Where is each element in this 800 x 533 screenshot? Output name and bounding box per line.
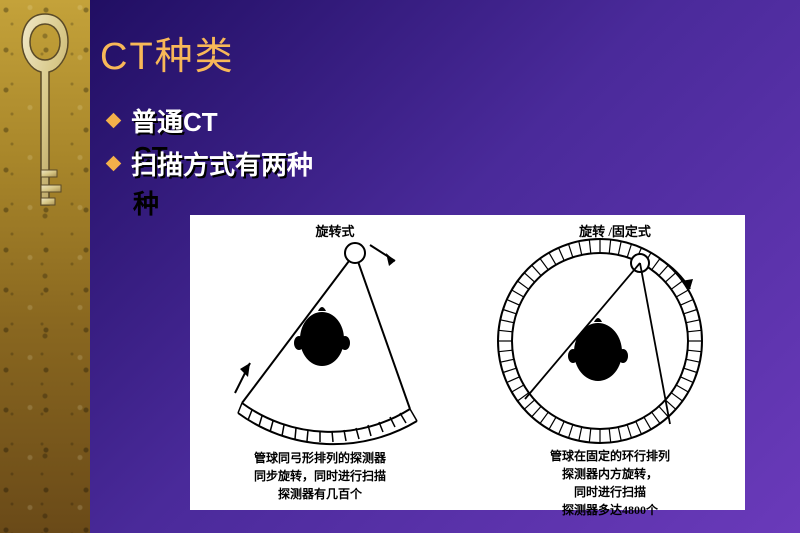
caption-line: 同步旋转，同时进行扫描 [254,469,386,483]
bullet-list: 普通CT 普通CT 扫描方式有两种 扫描方式有两种 [108,102,780,182]
diagram-right-caption: 管球在固定的环行排列 探测器内方旋转， 同时进行扫描 探测器多达4800个 [520,447,700,519]
caption-line: 探测器内方旋转， [562,467,658,481]
ct-diagram-card: 旋转式 旋转 /固定式 [190,215,745,510]
diagram-right-svg [465,229,735,459]
caption-line: 探测器多达4800个 [562,503,658,517]
slide-content: CT种类 普通CT 普通CT 扫描方式有两种 扫描方式有两种 [100,25,780,188]
key-texture-sidebar [0,0,90,533]
caption-line: 管球同弓形排列的探测器 [254,451,386,465]
slide-title: CT种类 [100,25,780,80]
caption-line: 同时进行扫描 [574,485,646,499]
key-icon [18,10,72,240]
bullet-item: 普通CT 普通CT [108,102,780,139]
bullet-item: 扫描方式有两种 扫描方式有两种 [108,145,780,182]
diagram-left-caption: 管球同弓形排列的探测器 同步旋转，同时进行扫描 探测器有几百个 [220,449,420,503]
diagram-left-svg [210,233,450,453]
caption-line: 管球在固定的环行排列 [550,449,670,463]
caption-line: 探测器有几百个 [278,487,362,501]
bullet-text: 扫描方式有两种 [131,150,313,180]
bullet-diamond-icon [106,156,122,172]
bullet-diamond-icon [106,113,122,129]
bullet-text: 普通CT [131,107,218,137]
